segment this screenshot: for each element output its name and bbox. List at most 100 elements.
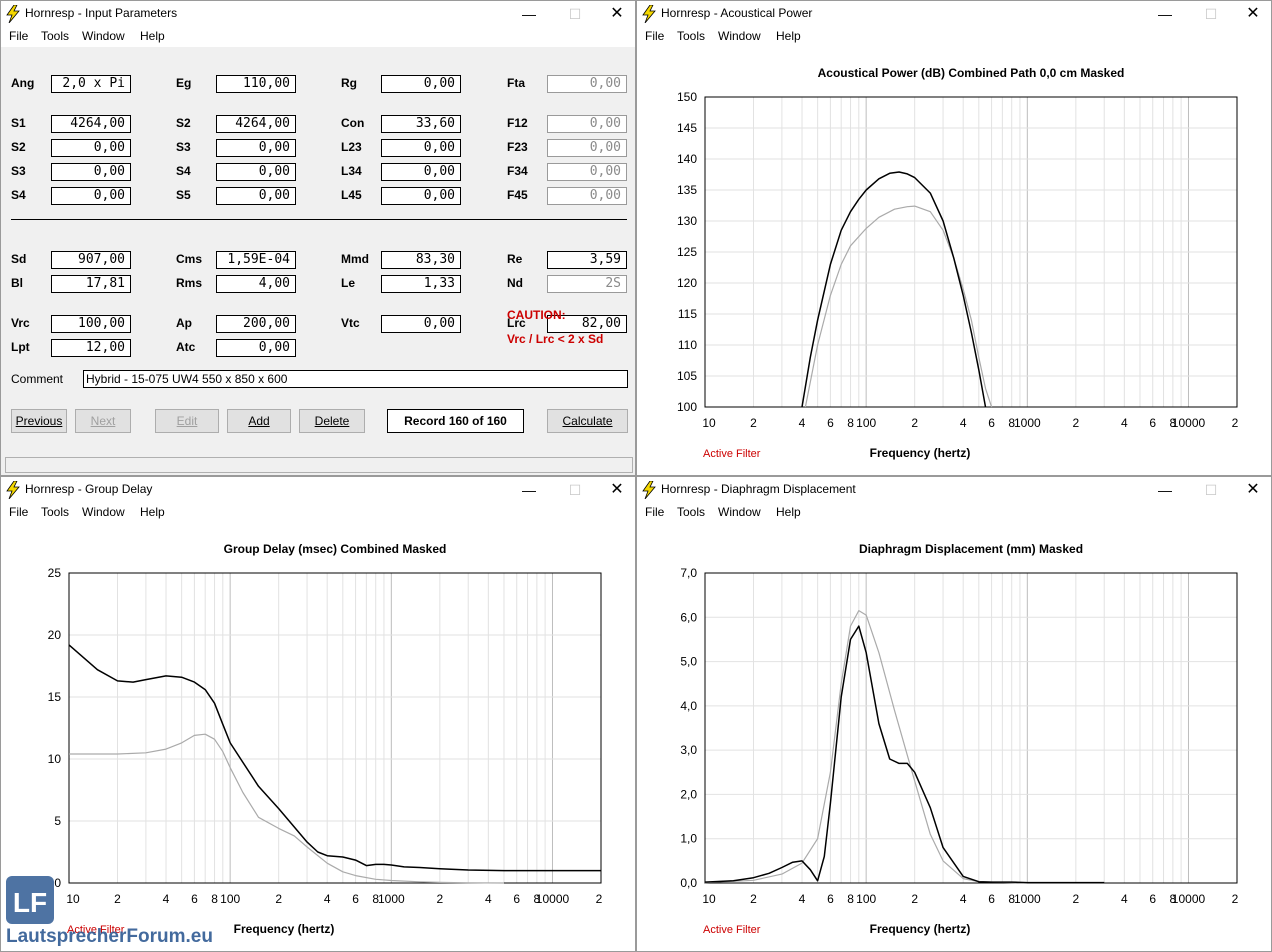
param-field-eg[interactable]: 110,00	[216, 75, 296, 93]
menu-window[interactable]: Window	[82, 505, 125, 519]
param-field-s4[interactable]: 0,00	[216, 163, 296, 181]
y-tick-label: 110	[678, 338, 697, 352]
param-field-lpt[interactable]: 12,00	[51, 339, 131, 357]
menu-window[interactable]: Window	[718, 505, 761, 519]
menu-tools[interactable]: Tools	[677, 505, 706, 519]
y-tick-label: 140	[677, 152, 697, 166]
param-label-s4: S4	[176, 164, 191, 178]
window-title: Hornresp - Acoustical Power	[661, 6, 813, 20]
title-bar[interactable]: Hornresp - Acoustical Power — ☐ ✕	[637, 1, 1271, 27]
y-tick-label: 5,0	[680, 655, 697, 669]
minimize-icon[interactable]: —	[522, 482, 536, 498]
next-button[interactable]: Next	[75, 409, 131, 433]
x-tick-label: 4	[1121, 416, 1128, 430]
plot-frame	[704, 572, 1238, 884]
x-tick-label: 10000	[536, 892, 570, 906]
minimize-icon[interactable]: —	[1158, 482, 1172, 498]
menu-tools[interactable]: Tools	[41, 29, 70, 43]
param-field-vtc[interactable]: 0,00	[381, 315, 461, 333]
param-field-con[interactable]: 33,60	[381, 115, 461, 133]
lightning-icon	[6, 5, 20, 23]
minimize-icon[interactable]: —	[522, 6, 536, 22]
close-icon[interactable]: ✕	[610, 481, 624, 498]
menu-help[interactable]: Help	[140, 505, 165, 519]
param-field-ap[interactable]: 200,00	[216, 315, 296, 333]
param-label-atc: Atc	[176, 340, 196, 354]
param-label-nd: Nd	[507, 276, 523, 290]
menu-file[interactable]: File	[645, 505, 665, 519]
menu-window[interactable]: Window	[718, 29, 761, 43]
param-label-vtc: Vtc	[341, 316, 360, 330]
param-field-rg[interactable]: 0,00	[381, 75, 461, 93]
x-tick-label: 6	[988, 892, 995, 906]
param-field-ang[interactable]: 2,0 x Pi	[51, 75, 131, 93]
menu-file[interactable]: File	[645, 29, 665, 43]
title-bar[interactable]: Hornresp - Group Delay — ☐ ✕	[1, 477, 635, 503]
active-filter-label: Active Filter	[703, 448, 761, 460]
param-field-s4[interactable]: 0,00	[51, 187, 131, 205]
group-delay-chart: Group Delay (msec) Combined Masked252015…	[48, 542, 603, 936]
menu-bar: File Tools Window Help	[1, 503, 635, 523]
add-button[interactable]: Add	[227, 409, 291, 433]
x-tick-label: 8	[1008, 416, 1015, 430]
param-field-s5[interactable]: 0,00	[216, 187, 296, 205]
param-label-s4: S4	[11, 188, 26, 202]
x-tick-label: 100	[856, 416, 876, 430]
menu-file[interactable]: File	[9, 505, 29, 519]
title-bar[interactable]: Hornresp - Diaphragm Displacement — ☐ ✕	[637, 477, 1271, 503]
minimize-icon[interactable]: —	[1158, 6, 1172, 22]
param-field-lrc[interactable]: 82,00	[547, 315, 627, 333]
param-label-s2: S2	[11, 140, 26, 154]
menu-tools[interactable]: Tools	[41, 505, 70, 519]
x-tick-label: 10000	[1172, 416, 1206, 430]
watermark-initials: LF	[13, 887, 47, 918]
param-field-l23[interactable]: 0,00	[381, 139, 461, 157]
param-field-vrc[interactable]: 100,00	[51, 315, 131, 333]
menu-help[interactable]: Help	[776, 29, 801, 43]
calculate-button[interactable]: Calculate	[547, 409, 628, 433]
param-field-s1[interactable]: 4264,00	[51, 115, 131, 133]
param-label-mmd: Mmd	[341, 252, 369, 266]
param-field-le[interactable]: 1,33	[381, 275, 461, 293]
param-field-s2[interactable]: 4264,00	[216, 115, 296, 133]
maximize-icon[interactable]: ☐	[568, 482, 582, 498]
plot-area: Group Delay (msec) Combined Masked 25 20 15…	[1, 523, 635, 951]
watermark-logo: LF LautsprecherForum.eu	[6, 876, 213, 947]
maximize-icon[interactable]: ☐	[1204, 6, 1218, 22]
param-field-s2[interactable]: 0,00	[51, 139, 131, 157]
param-field-atc[interactable]: 0,00	[216, 339, 296, 357]
comment-field[interactable]: Hybrid - 15-075 UW4 550 x 850 x 600	[83, 370, 628, 388]
previous-button[interactable]: Previous	[11, 409, 67, 433]
param-field-mmd[interactable]: 83,30	[381, 251, 461, 269]
caution-title: CAUTION:	[507, 308, 566, 322]
param-field-sd[interactable]: 907,00	[51, 251, 131, 269]
delete-button[interactable]: Delete	[299, 409, 365, 433]
menu-tools[interactable]: Tools	[677, 29, 706, 43]
menu-window[interactable]: Window	[82, 29, 125, 43]
close-icon[interactable]: ✕	[1246, 5, 1260, 22]
param-field-bl[interactable]: 17,81	[51, 275, 131, 293]
param-field-f45: 0,00	[547, 187, 627, 205]
param-field-s3[interactable]: 0,00	[216, 139, 296, 157]
maximize-icon[interactable]: ☐	[568, 6, 582, 22]
x-tick-label: 8	[372, 892, 379, 906]
menu-help[interactable]: Help	[140, 29, 165, 43]
param-label-le: Le	[341, 276, 356, 290]
close-icon[interactable]: ✕	[610, 5, 624, 22]
caution-text: Vrc / Lrc < 2 x Sd	[507, 332, 604, 346]
close-icon[interactable]: ✕	[1246, 481, 1260, 498]
edit-button[interactable]: Edit	[155, 409, 219, 433]
x-tick-label: 4	[163, 892, 170, 906]
menu-help[interactable]: Help	[776, 505, 801, 519]
param-field-l45[interactable]: 0,00	[381, 187, 461, 205]
maximize-icon[interactable]: ☐	[1204, 482, 1218, 498]
param-field-cms[interactable]: 1,59E-04	[216, 251, 296, 269]
diaphragm-displacement-chart: Diaphragm Displacement (mm) Masked 7,0 6,0…	[680, 542, 1238, 936]
menu-file[interactable]: File	[9, 29, 29, 43]
title-bar[interactable]: Hornresp - Input Parameters — ☐ ✕	[1, 1, 635, 27]
y-tick-label: 120	[677, 276, 697, 290]
param-field-rms[interactable]: 4,00	[216, 275, 296, 293]
param-field-re[interactable]: 3,59	[547, 251, 627, 269]
param-field-l34[interactable]: 0,00	[381, 163, 461, 181]
param-field-s3[interactable]: 0,00	[51, 163, 131, 181]
